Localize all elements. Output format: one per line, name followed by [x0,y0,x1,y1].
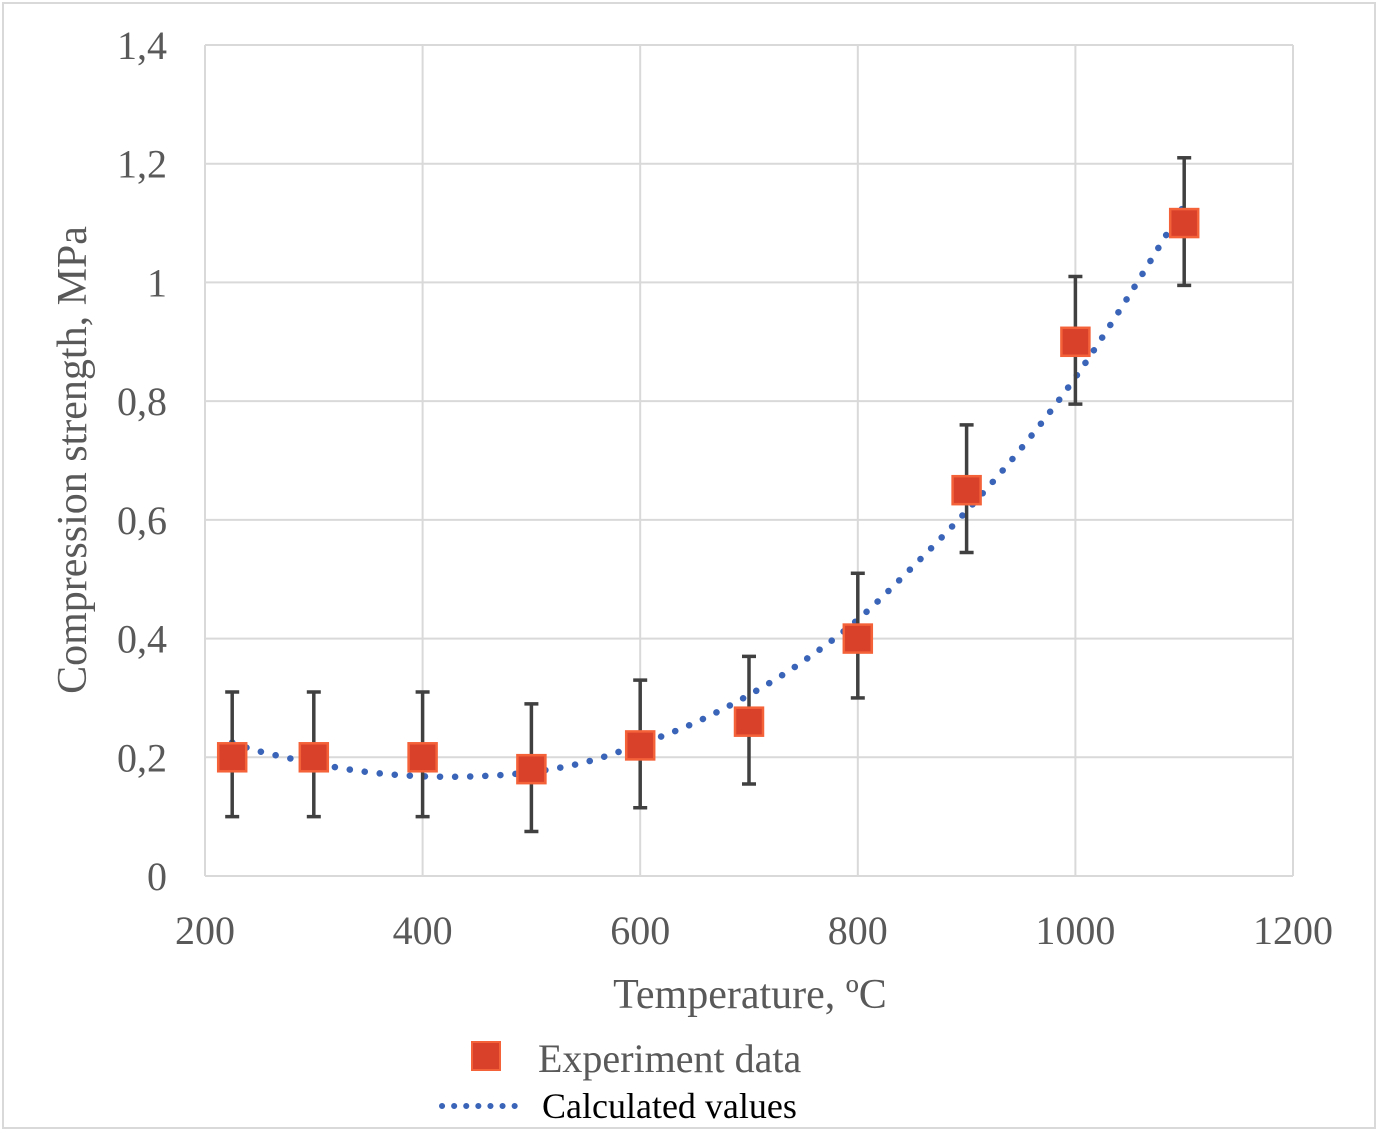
experiment-data-point [407,742,438,773]
calculated-values-line [228,202,1188,781]
y-tick-label: 0,4 [117,617,167,662]
legend-label-experiment: Experiment data [538,1036,801,1081]
y-tick-label: 0,6 [117,498,167,543]
y-tick-label: 1 [147,260,167,305]
y-tick-label: 0,2 [117,735,167,780]
x-tick-label: 200 [175,908,235,953]
tick-labels: 0 0,2 0,4 0,6 0,8 1 1,2 1,4 200 400 600 800 1000 1200 [117,23,1333,953]
grid-lines [204,44,1294,877]
experiment-data-point [1168,207,1200,239]
experiment-data-point [951,474,982,506]
legend-marker-experiment [471,1041,501,1071]
experiment-data-point [516,753,547,785]
calculated-values-series [228,202,1188,781]
experiment-data-point [624,730,656,761]
y-tick-label: 0 [147,854,167,899]
y-axis-title: Compression strength, MPa [50,226,96,694]
error-bars [225,156,1192,834]
experiment-data-series [216,207,1200,785]
experiment-data-point [1060,326,1091,358]
experiment-data-point [216,742,248,773]
y-tick-label: 1,4 [117,23,167,68]
x-tick-label: 400 [393,908,453,953]
experiment-data-point [733,706,765,737]
x-tick-label: 1200 [1253,908,1333,953]
y-tick-label: 1,2 [117,142,167,187]
legend: Experiment data Calculated values [439,1036,801,1126]
x-tick-label: 1000 [1035,908,1115,953]
x-tick-label: 600 [610,908,670,953]
experiment-data-point [298,742,330,773]
x-axis-title: Temperature, ºC [613,972,887,1018]
y-tick-label: 0,8 [117,379,167,424]
x-tick-label: 800 [828,908,888,953]
experiment-data-point [842,623,874,654]
legend-label-calculated: Calculated values [542,1086,797,1126]
